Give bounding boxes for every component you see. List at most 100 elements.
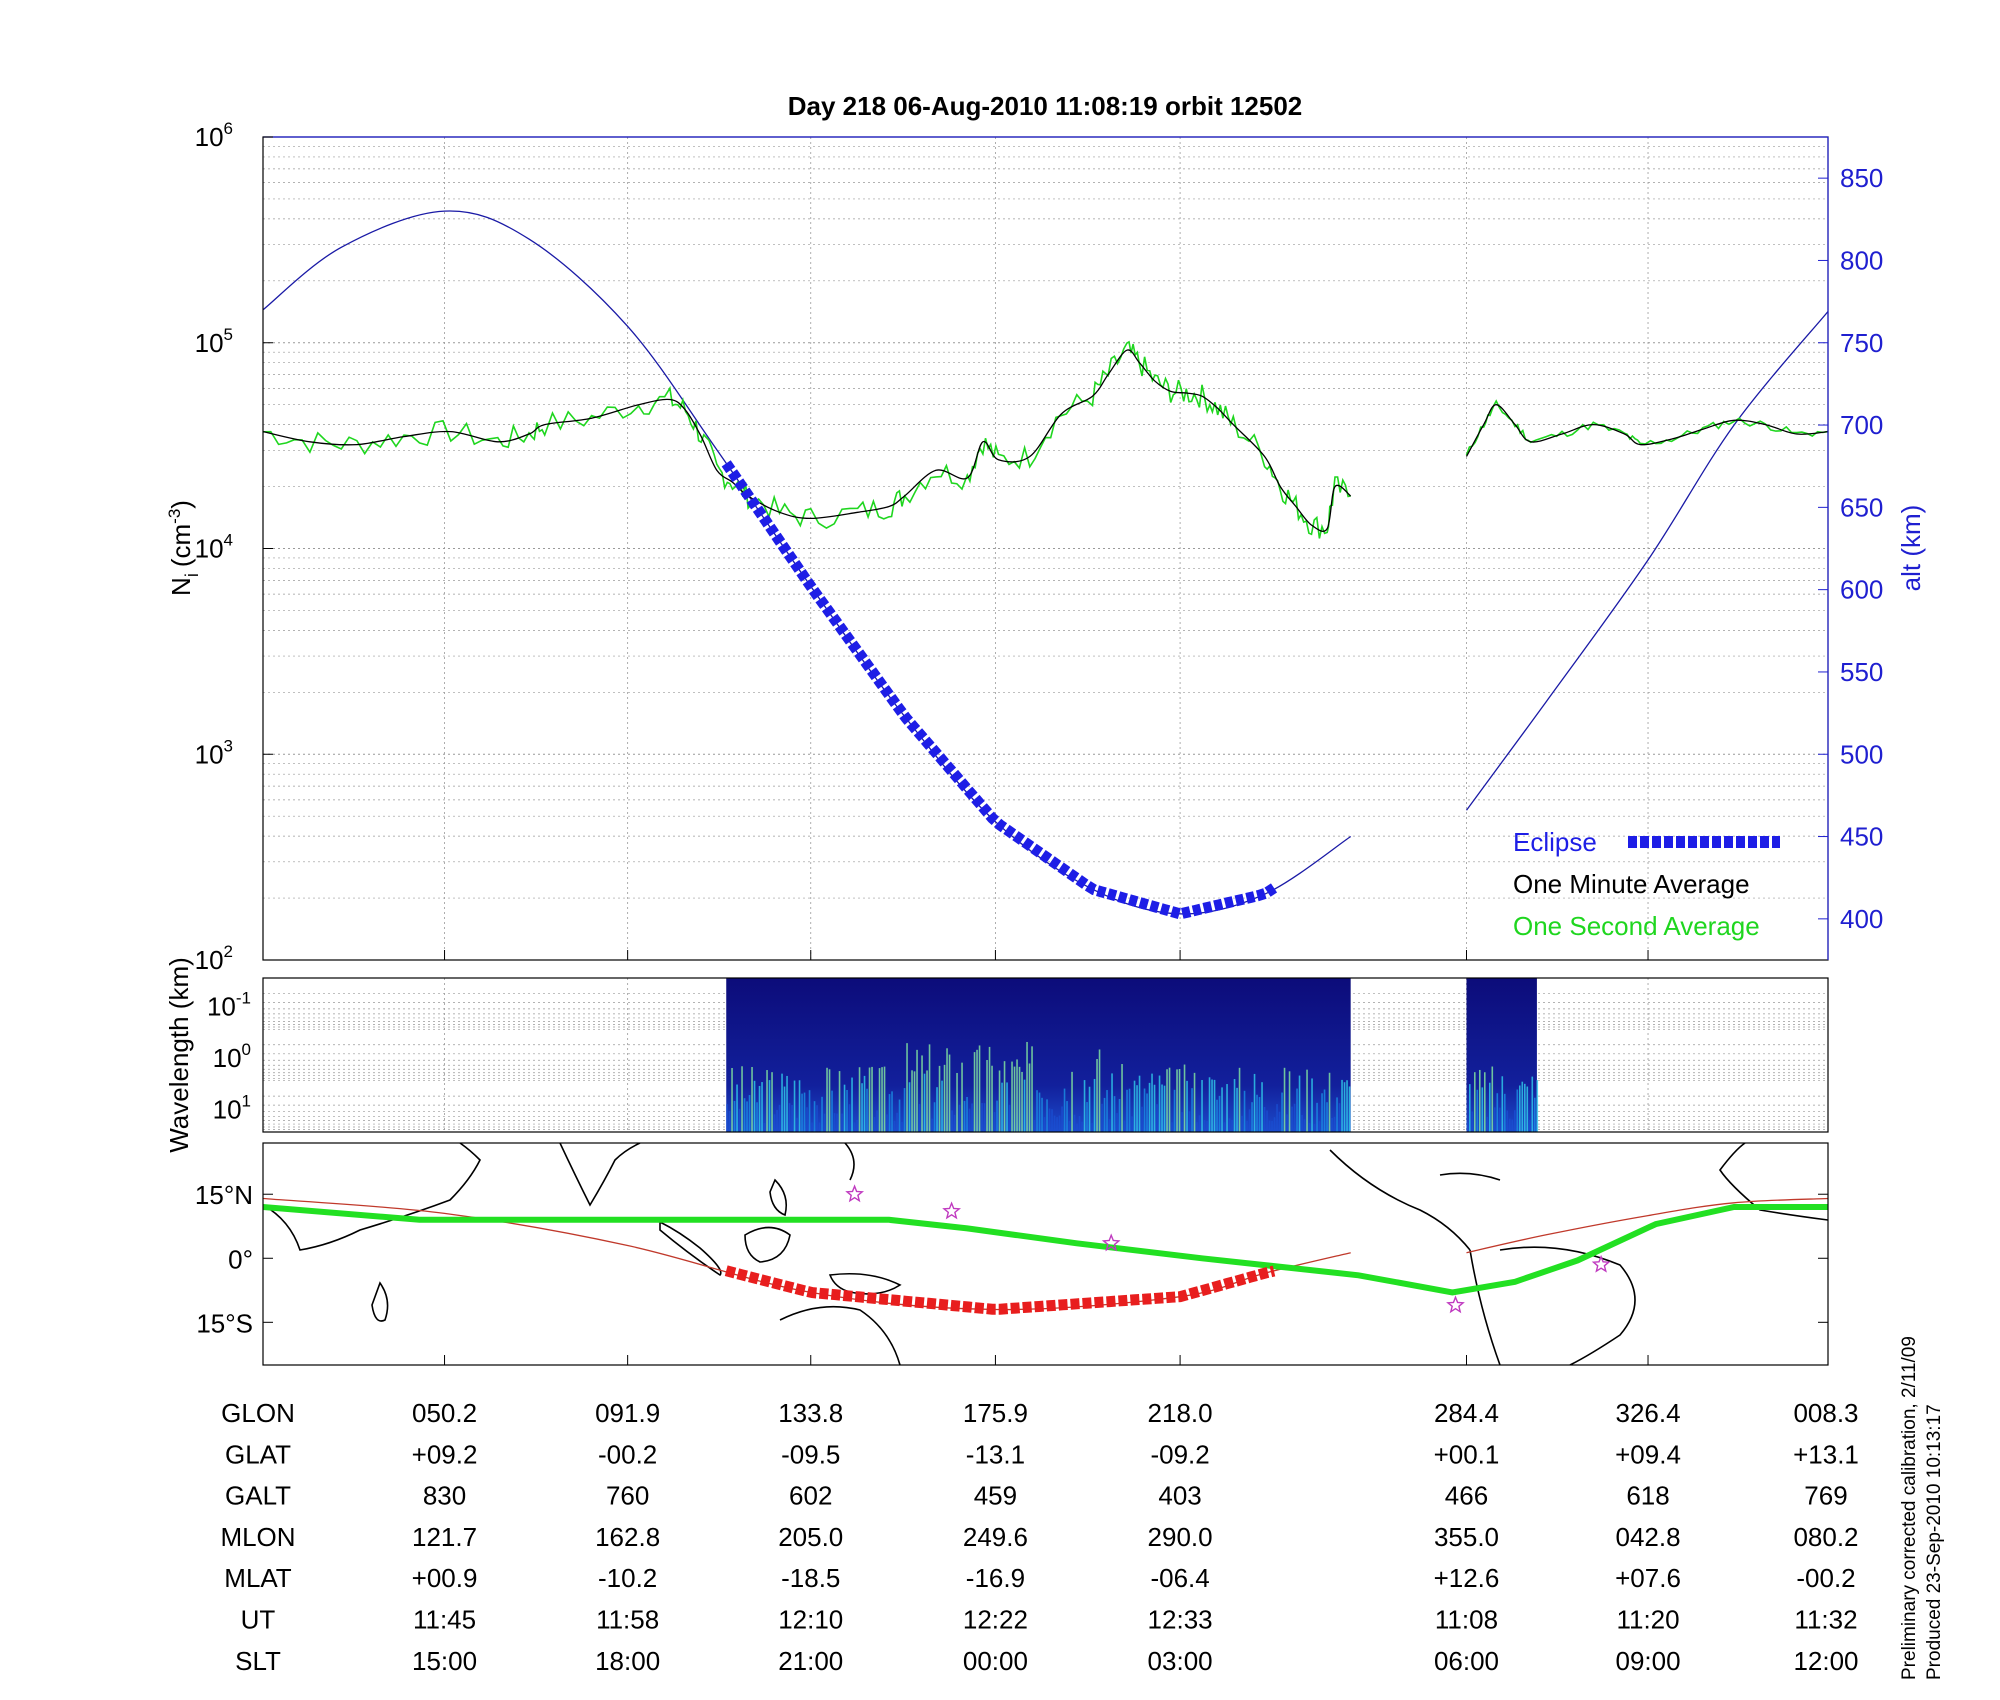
spectrogram-bin	[1213, 1079, 1216, 1132]
spectrogram-bin	[968, 1108, 971, 1132]
spectrogram-bin	[923, 1073, 926, 1132]
spectrogram-bin	[1326, 1102, 1328, 1132]
spectrogram-bin	[1236, 1087, 1238, 1132]
spectrogram-bin	[1146, 1093, 1148, 1132]
spectrogram-bin	[1221, 1087, 1223, 1132]
spectrogram-bin	[811, 1122, 813, 1132]
spectrogram-bin	[1518, 1085, 1521, 1132]
spec-y-tick-base: 10	[207, 992, 236, 1022]
spectrogram-bin	[1223, 1122, 1226, 1132]
spectrogram-bin	[1243, 1090, 1246, 1132]
spectrogram-bin	[768, 1080, 771, 1132]
spectrogram-bin	[1301, 1114, 1303, 1132]
spectrogram-bin	[801, 1093, 803, 1132]
table-cell: 09:00	[1615, 1646, 1680, 1676]
spectrogram-bin	[726, 1104, 728, 1132]
spectrogram-bin	[1261, 1082, 1263, 1132]
spectrogram-bin	[1331, 1117, 1333, 1132]
spectrogram-bin	[866, 1088, 868, 1132]
spectrogram-bin	[1068, 1120, 1071, 1132]
spectrogram-bin	[1303, 1119, 1306, 1132]
table-cell: 11:58	[596, 1605, 659, 1635]
spectrogram-bin	[1178, 1068, 1181, 1132]
spectrogram-bin	[933, 1102, 936, 1132]
spectrogram-bin	[1056, 1117, 1058, 1132]
spectrogram-bin	[1136, 1085, 1138, 1132]
chart-title: Day 218 06-Aug-2010 11:08:19 orbit 12502	[788, 91, 1303, 121]
spectrogram-bin	[761, 1082, 763, 1132]
spectrogram-bin	[733, 1100, 736, 1132]
spectrogram-bin	[908, 1082, 911, 1132]
y-tick-exp: 4	[224, 531, 233, 550]
spectrogram-bin	[993, 1112, 996, 1132]
spectrogram-bin	[1501, 1076, 1504, 1132]
spectrogram-bin	[1321, 1093, 1323, 1132]
table-cell: 602	[789, 1481, 832, 1511]
table-cell: 459	[974, 1481, 1017, 1511]
spectrogram-bin	[983, 1103, 986, 1132]
spectrogram-bin	[1028, 1063, 1031, 1132]
spectrogram-bin	[1313, 1123, 1316, 1132]
orbit-data-table: GLON GLAT GALT MLON MLAT UT SLT 050.2 +09.2 830 12…	[220, 1398, 1858, 1676]
table-cell: +07.6	[1615, 1563, 1681, 1593]
spectrogram-bin	[826, 1067, 828, 1132]
spectrogram-bin	[783, 1086, 786, 1132]
spectrogram-bin	[1528, 1119, 1531, 1132]
spectrogram-bin	[833, 1113, 836, 1132]
spectrogram-bin	[1478, 1069, 1481, 1132]
left-y-axis-label-close: )	[166, 500, 196, 509]
spectrogram-bin	[981, 1103, 983, 1132]
spec-y-tick-label: 101	[213, 1091, 251, 1124]
spectrogram-bin	[1113, 1096, 1116, 1132]
table-cell: 11:32	[1794, 1605, 1857, 1635]
spectrogram-bin	[1006, 1082, 1008, 1132]
legend: Eclipse One Minute Average One Second Av…	[1513, 827, 1780, 941]
spectrogram-bin	[873, 1117, 876, 1132]
map-y-ticks: 15°N 0° 15°S	[195, 1180, 1829, 1365]
spectrogram-bin	[808, 1090, 811, 1132]
spectrogram-bin	[1258, 1097, 1261, 1132]
coastline-sumatra	[659, 1220, 722, 1277]
spectrogram-bin	[758, 1085, 761, 1132]
table-row-label: GALT	[225, 1481, 291, 1511]
spectrogram-data	[726, 978, 1539, 1132]
table-cell: 403	[1158, 1481, 1201, 1511]
spectrogram-bin	[748, 1095, 751, 1132]
spectrogram-bin	[1533, 1097, 1536, 1132]
spectrogram-bin	[1268, 1120, 1271, 1132]
spectrogram-bin	[893, 1120, 896, 1132]
spectrogram-bin	[1536, 1080, 1539, 1132]
spectrogram-bin	[921, 1055, 923, 1132]
table-cell: 18:00	[595, 1646, 660, 1676]
spectrogram-bin	[1208, 1077, 1211, 1132]
spectrogram-bin	[1063, 1088, 1066, 1132]
y-tick-label: 104	[195, 531, 233, 564]
spectrogram-bin	[813, 1101, 816, 1132]
spectrogram-bin	[1328, 1072, 1331, 1132]
spectrogram-bin	[938, 1065, 941, 1132]
spectrogram-bin	[1128, 1088, 1131, 1132]
spectrogram-bin	[1216, 1099, 1218, 1132]
map-y-tick-label: 15°S	[196, 1308, 253, 1338]
spectrogram-bin	[1346, 1080, 1348, 1132]
spectrogram-bin	[1043, 1117, 1046, 1132]
spectrogram-bin	[896, 1112, 898, 1132]
left-y-axis-label-sup: -3	[165, 509, 184, 524]
table-row-label: MLON	[220, 1522, 295, 1552]
spectrogram-bin	[1483, 1072, 1486, 1132]
spectrogram-bin	[1111, 1073, 1113, 1132]
spectrogram-bin	[1153, 1084, 1156, 1132]
spectrogram-bin	[838, 1071, 841, 1132]
spectrogram-bin	[976, 1049, 978, 1132]
spectrogram-bin	[1013, 1066, 1016, 1132]
spectrogram-bin	[1336, 1097, 1338, 1132]
table-cell: 162.8	[595, 1522, 660, 1552]
left-y-axis-label: Ni (cm-3)	[165, 500, 202, 596]
ground-track-panel: 15°N 0° 15°S	[195, 1142, 1829, 1366]
spectrogram-bin	[1508, 1118, 1511, 1132]
spectrogram-bin	[1121, 1064, 1123, 1132]
spectrogram-bin	[1348, 1086, 1351, 1132]
right-y-tick-label: 400	[1840, 904, 1883, 934]
spectrogram-bin	[898, 1099, 901, 1132]
spectrogram-bin	[1481, 1087, 1484, 1132]
